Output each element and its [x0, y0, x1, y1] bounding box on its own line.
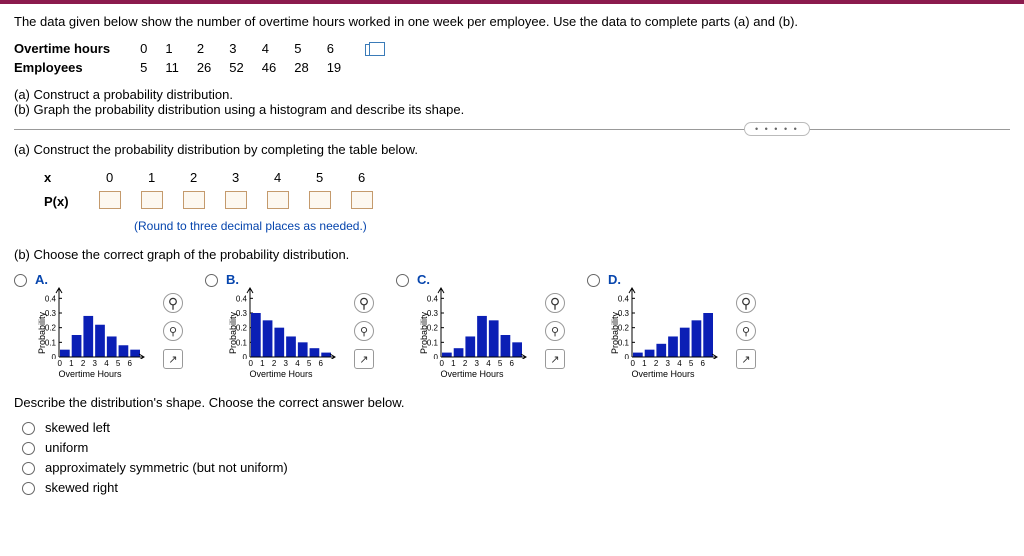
section-b-prompt: (b) Choose the correct graph of the prob…: [14, 247, 1010, 262]
shape-label: skewed right: [45, 480, 118, 495]
choice-label: A.: [35, 272, 145, 287]
chart-choice-2: C.Probability00.10.20.30.40 1 2 3 4 5 6O…: [396, 272, 527, 379]
svg-text:0.4: 0.4: [236, 294, 248, 303]
zoom-in-icon[interactable]: ⚲: [163, 293, 183, 313]
y-axis-label: Probability: [419, 312, 429, 354]
row-label-hours: Overtime hours: [14, 39, 140, 58]
histogram: 00.10.20.30.4: [608, 287, 718, 359]
x-ticks: 0 1 2 3 4 5 6: [429, 359, 527, 368]
popout-icon[interactable]: ↗: [354, 349, 374, 369]
chart-radio-1[interactable]: [205, 274, 218, 287]
row-label-employees: Employees: [14, 58, 140, 77]
y-axis-label: Probability: [228, 312, 238, 354]
x-axis-label: Overtime Hours: [226, 369, 336, 379]
y-axis-label: Probability: [37, 312, 47, 354]
popout-icon[interactable]: ↗: [736, 349, 756, 369]
x-axis-label: Overtime Hours: [417, 369, 527, 379]
svg-text:0: 0: [434, 353, 439, 359]
svg-text:0: 0: [625, 353, 630, 359]
describe-prompt: Describe the distribution's shape. Choos…: [14, 395, 1010, 410]
px-input-4[interactable]: [267, 191, 289, 209]
chart-choice-1: B.Probability00.10.20.30.40 1 2 3 4 5 6O…: [205, 272, 336, 379]
collapse-toggle[interactable]: • • • • •: [744, 122, 810, 136]
divider: [14, 129, 1010, 130]
px-input-6[interactable]: [351, 191, 373, 209]
zoom-in-icon[interactable]: ⚲: [736, 293, 756, 313]
popout-icon[interactable]: ↗: [545, 349, 565, 369]
svg-text:0: 0: [52, 353, 57, 359]
x-ticks: 0 1 2 3 4 5 6: [47, 359, 145, 368]
chart-choice-0: A.Probability00.10.20.30.40 1 2 3 4 5 6O…: [14, 272, 145, 379]
shape-radio-2[interactable]: [22, 462, 35, 475]
parts-list: (a) Construct a probability distribution…: [14, 87, 1010, 117]
chart-radio-2[interactable]: [396, 274, 409, 287]
chart-choice-3: D.Probability00.10.20.30.40 1 2 3 4 5 6O…: [587, 272, 718, 379]
x-label: x: [44, 167, 99, 188]
shape-radio-0[interactable]: [22, 422, 35, 435]
choice-label: D.: [608, 272, 718, 287]
choice-label: C.: [417, 272, 527, 287]
copy-icon[interactable]: [365, 44, 379, 56]
shape-label: approximately symmetric (but not uniform…: [45, 460, 288, 475]
chart-radio-3[interactable]: [587, 274, 600, 287]
zoom-out-icon[interactable]: ⚲: [736, 321, 756, 341]
histogram: 00.10.20.30.4: [226, 287, 336, 359]
chart-box: Probability00.10.20.30.40 1 2 3 4 5 6Ove…: [226, 287, 336, 379]
popout-icon[interactable]: ↗: [163, 349, 183, 369]
choice-label: B.: [226, 272, 336, 287]
table-row: P(x): [44, 188, 393, 215]
x-ticks: 0 1 2 3 4 5 6: [620, 359, 718, 368]
chart-box: Probability00.10.20.30.40 1 2 3 4 5 6Ove…: [35, 287, 145, 379]
x-axis-label: Overtime Hours: [608, 369, 718, 379]
shape-label: skewed left: [45, 420, 110, 435]
shape-radio-1[interactable]: [22, 442, 35, 455]
table-row: Employees 5 11 26 52 46 28 19: [14, 58, 397, 77]
px-input-1[interactable]: [141, 191, 163, 209]
chart-options: A.Probability00.10.20.30.40 1 2 3 4 5 6O…: [14, 272, 1010, 379]
chart-radio-0[interactable]: [14, 274, 27, 287]
zoom-in-icon[interactable]: ⚲: [545, 293, 565, 313]
problem-intro: The data given below show the number of …: [14, 14, 1010, 29]
px-input-3[interactable]: [225, 191, 247, 209]
histogram: 00.10.20.30.4: [35, 287, 145, 359]
svg-text:0.4: 0.4: [618, 294, 630, 303]
svg-text:0.4: 0.4: [427, 294, 439, 303]
shape-options: skewed left uniform approximately symmet…: [22, 420, 1010, 495]
px-label: P(x): [44, 188, 99, 215]
table-row: Overtime hours 0 1 2 3 4 5 6: [14, 39, 397, 58]
px-input-5[interactable]: [309, 191, 331, 209]
section-a-prompt: (a) Construct the probability distributi…: [14, 142, 1010, 157]
zoom-out-icon[interactable]: ⚲: [163, 321, 183, 341]
shape-radio-3[interactable]: [22, 482, 35, 495]
svg-text:0.4: 0.4: [45, 294, 57, 303]
round-note: (Round to three decimal places as needed…: [134, 219, 1010, 233]
chart-box: Probability00.10.20.30.40 1 2 3 4 5 6Ove…: [608, 287, 718, 379]
zoom-in-icon[interactable]: ⚲: [354, 293, 374, 313]
svg-text:0: 0: [243, 353, 248, 359]
zoom-out-icon[interactable]: ⚲: [545, 321, 565, 341]
px-input-2[interactable]: [183, 191, 205, 209]
table-row: x 0 1 2 3 4 5 6: [44, 167, 393, 188]
x-ticks: 0 1 2 3 4 5 6: [238, 359, 336, 368]
shape-label: uniform: [45, 440, 88, 455]
chart-box: Probability00.10.20.30.40 1 2 3 4 5 6Ove…: [417, 287, 527, 379]
x-axis-label: Overtime Hours: [35, 369, 145, 379]
zoom-out-icon[interactable]: ⚲: [354, 321, 374, 341]
px-input-0[interactable]: [99, 191, 121, 209]
data-table: Overtime hours 0 1 2 3 4 5 6 Employees 5…: [14, 39, 1010, 77]
histogram: 00.10.20.30.4: [417, 287, 527, 359]
px-table: x 0 1 2 3 4 5 6 P(x): [44, 167, 1010, 215]
y-axis-label: Probability: [610, 312, 620, 354]
